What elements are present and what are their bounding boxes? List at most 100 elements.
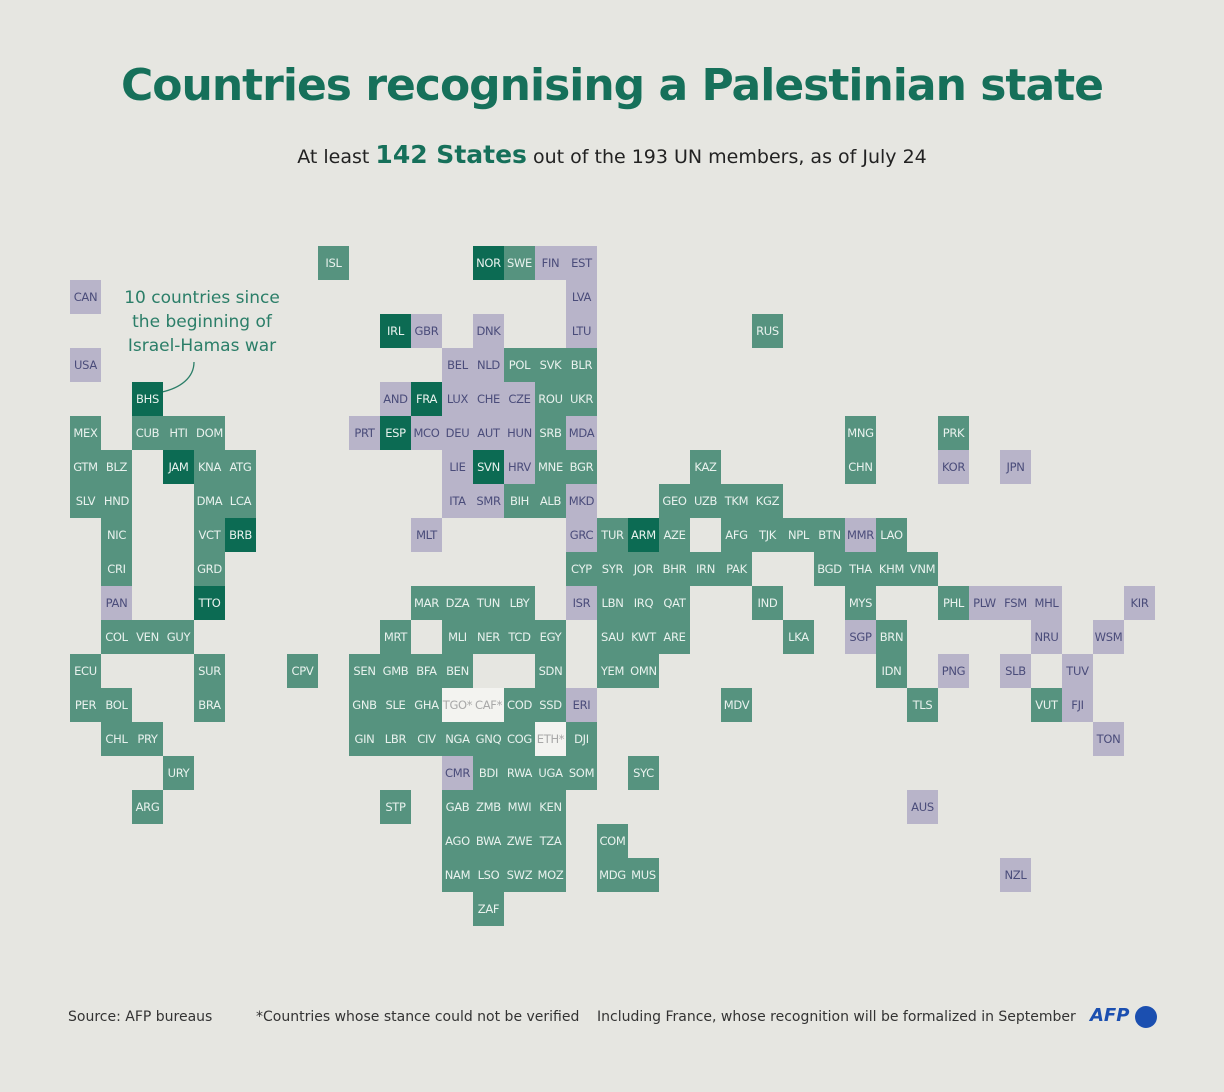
country-tile-nld: NLD — [473, 348, 504, 382]
country-tile-rou: ROU — [535, 382, 566, 416]
country-tile-aze: AZE — [659, 518, 690, 552]
country-tile-tjk: TJK — [752, 518, 783, 552]
country-tile-tun: TUN — [473, 586, 504, 620]
country-tile-gmb: GMB — [380, 654, 411, 688]
country-tile-tuv: TUV — [1062, 654, 1093, 688]
country-tile-sdn: SDN — [535, 654, 566, 688]
country-tile-dom: DOM — [194, 416, 225, 450]
country-tile-uga: UGA — [535, 756, 566, 790]
country-tile-swz: SWZ — [504, 858, 535, 892]
country-tile-ltu: LTU — [566, 314, 597, 348]
country-tile-bih: BIH — [504, 484, 535, 518]
country-tile-jor: JOR — [628, 552, 659, 586]
country-tile-prk: PRK — [938, 416, 969, 450]
country-tile-plw: PLW — [969, 586, 1000, 620]
country-tile-gbr: GBR — [411, 314, 442, 348]
country-tile-slv: SLV — [70, 484, 101, 518]
country-tile-gab: GAB — [442, 790, 473, 824]
country-tile-omn: OMN — [628, 654, 659, 688]
country-tile-smr: SMR — [473, 484, 504, 518]
country-tile-mus: MUS — [628, 858, 659, 892]
country-tile-mng: MNG — [845, 416, 876, 450]
country-tile-cyp: CYP — [566, 552, 597, 586]
country-tile-jam: JAM — [163, 450, 194, 484]
country-tile-hrv: HRV — [504, 450, 535, 484]
country-tile-mlt: MLT — [411, 518, 442, 552]
country-tile-and: AND — [380, 382, 411, 416]
country-tile-che: CHE — [473, 382, 504, 416]
country-tile-cze: CZE — [504, 382, 535, 416]
country-tile-btn: BTN — [814, 518, 845, 552]
country-tile-tcd: TCD — [504, 620, 535, 654]
country-tile-tza: TZA — [535, 824, 566, 858]
country-tile-qat: QAT — [659, 586, 690, 620]
country-tile-nga: NGA — [442, 722, 473, 756]
country-tile-are: ARE — [659, 620, 690, 654]
country-tile-bol: BOL — [101, 688, 132, 722]
france-note: Including France, whose recognition will… — [597, 1009, 1076, 1025]
country-tile-per: PER — [70, 688, 101, 722]
country-tile-mkd: MKD — [566, 484, 597, 518]
country-tile-idn: IDN — [876, 654, 907, 688]
annotation-leader-line — [161, 361, 195, 393]
country-tile-nzl: NZL — [1000, 858, 1031, 892]
country-tile-ury: URY — [163, 756, 194, 790]
country-tile-ecu: ECU — [70, 654, 101, 688]
country-tile-lao: LAO — [876, 518, 907, 552]
country-tile-cpv: CPV — [287, 654, 318, 688]
country-tile-esp: ESP — [380, 416, 411, 450]
country-tile-cmr: CMR — [442, 756, 473, 790]
country-tile-atg: ATG — [225, 450, 256, 484]
chart-title: Countries recognising a Palestinian stat… — [120, 60, 1104, 111]
country-tile-gnb: GNB — [349, 688, 380, 722]
country-tile-egy: EGY — [535, 620, 566, 654]
country-tile-ssd: SSD — [535, 688, 566, 722]
country-tile-ukr: UKR — [566, 382, 597, 416]
country-tile-irl: IRL — [380, 314, 411, 348]
country-tile-cog: COG — [504, 722, 535, 756]
country-tile-som: SOM — [566, 756, 597, 790]
country-tile-mne: MNE — [535, 450, 566, 484]
country-tile-grc: GRC — [566, 518, 597, 552]
country-tile-com: COM — [597, 824, 628, 858]
country-tile-fji: FJI — [1062, 688, 1093, 722]
country-tile-khm: KHM — [876, 552, 907, 586]
country-tile-vct: VCT — [194, 518, 225, 552]
country-tile-bhr: BHR — [659, 552, 690, 586]
country-tile-sur: SUR — [194, 654, 225, 688]
country-tile-pan: PAN — [101, 586, 132, 620]
country-tile-kir: KIR — [1124, 586, 1155, 620]
country-tile-uzb: UZB — [690, 484, 721, 518]
country-tile-lca: LCA — [225, 484, 256, 518]
country-tile-sle: SLE — [380, 688, 411, 722]
country-tile-kgz: KGZ — [752, 484, 783, 518]
subtitle-count: 142 States — [375, 140, 527, 169]
country-tile-sgp: SGP — [845, 620, 876, 654]
country-tile-ken: KEN — [535, 790, 566, 824]
country-tile-mhl: MHL — [1031, 586, 1062, 620]
country-tile-lby: LBY — [504, 586, 535, 620]
country-tile-svn: SVN — [473, 450, 504, 484]
country-tile-brb: BRB — [225, 518, 256, 552]
country-tile-tls: TLS — [907, 688, 938, 722]
country-tile-blr: BLR — [566, 348, 597, 382]
country-tile-eri: ERI — [566, 688, 597, 722]
country-tile-lva: LVA — [566, 280, 597, 314]
country-tile-bwa: BWA — [473, 824, 504, 858]
afp-logo: AFP — [1090, 1005, 1130, 1026]
country-tile-tto: TTO — [194, 586, 225, 620]
country-tile-lso: LSO — [473, 858, 504, 892]
source-note: Source: AFP bureaus — [68, 1009, 213, 1025]
country-tile-tgo: TGO* — [442, 688, 473, 722]
country-tile-hnd: HND — [101, 484, 132, 518]
country-tile-mda: MDA — [566, 416, 597, 450]
annotation-since-war: 10 countries since the beginning of Isra… — [124, 288, 280, 356]
country-tile-nru: NRU — [1031, 620, 1062, 654]
country-tile-aut: AUT — [473, 416, 504, 450]
country-tile-civ: CIV — [411, 722, 442, 756]
country-tile-bel: BEL — [442, 348, 473, 382]
country-tile-mex: MEX — [70, 416, 101, 450]
country-tile-kaz: KAZ — [690, 450, 721, 484]
country-tile-blz: BLZ — [101, 450, 132, 484]
country-tile-prt: PRT — [349, 416, 380, 450]
